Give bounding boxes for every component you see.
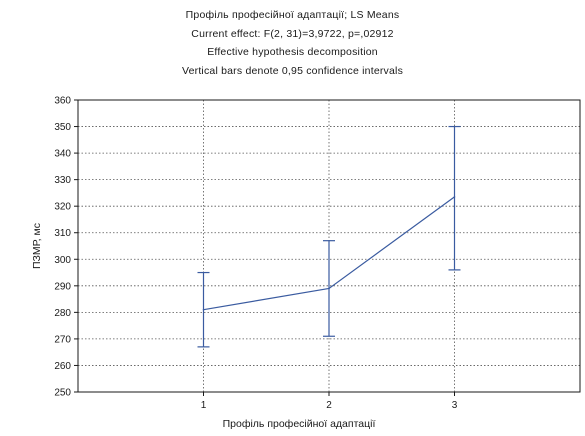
- chart-title-block: Профіль професійної адаптації; LS Means …: [0, 6, 585, 80]
- y-tick-label: 350: [54, 122, 71, 133]
- y-tick-label: 280: [54, 308, 71, 319]
- y-tick-label: 340: [54, 149, 71, 160]
- x-axis: 1 2 3: [201, 392, 458, 411]
- x-axis-label: Профіль професійної адаптації: [223, 418, 376, 430]
- x-tick-label: 1: [201, 400, 207, 411]
- y-tick-label: 260: [54, 361, 71, 372]
- y-axis-label: ПЗМР, мс: [31, 223, 43, 269]
- x-tick-label: 3: [452, 400, 458, 411]
- error-bar: [323, 240, 335, 337]
- chart-title-line-1: Профіль професійної адаптації; LS Means: [185, 9, 400, 21]
- y-tick-label: 320: [54, 202, 71, 213]
- y-tick-label: 270: [54, 334, 71, 345]
- y-tick-label: 310: [54, 228, 71, 239]
- data-point: [453, 196, 456, 198]
- x-tick-label: 2: [326, 400, 332, 411]
- y-axis: 250 260 270 280 290 300 310 320 330 340 350 360: [54, 96, 78, 399]
- chart-title-line-4: Vertical bars denote 0,95 confidence int…: [181, 64, 404, 77]
- error-bar: [197, 271, 210, 348]
- y-tick-label: 290: [54, 281, 71, 292]
- y-tick-label: 250: [54, 388, 71, 399]
- error-bar: [448, 125, 461, 271]
- chart-title-line-2: Current effect: F(2, 31)=3,9722, p=,0291…: [191, 27, 394, 40]
- y-tick-label: 360: [54, 96, 71, 107]
- data-point: [328, 287, 330, 290]
- series-group: [197, 125, 461, 348]
- chart-title-line-3: Effective hypothesis decomposition: [207, 46, 378, 58]
- y-tick-label: 330: [54, 175, 71, 186]
- data-point: [202, 308, 205, 311]
- y-tick-label: 300: [54, 255, 71, 266]
